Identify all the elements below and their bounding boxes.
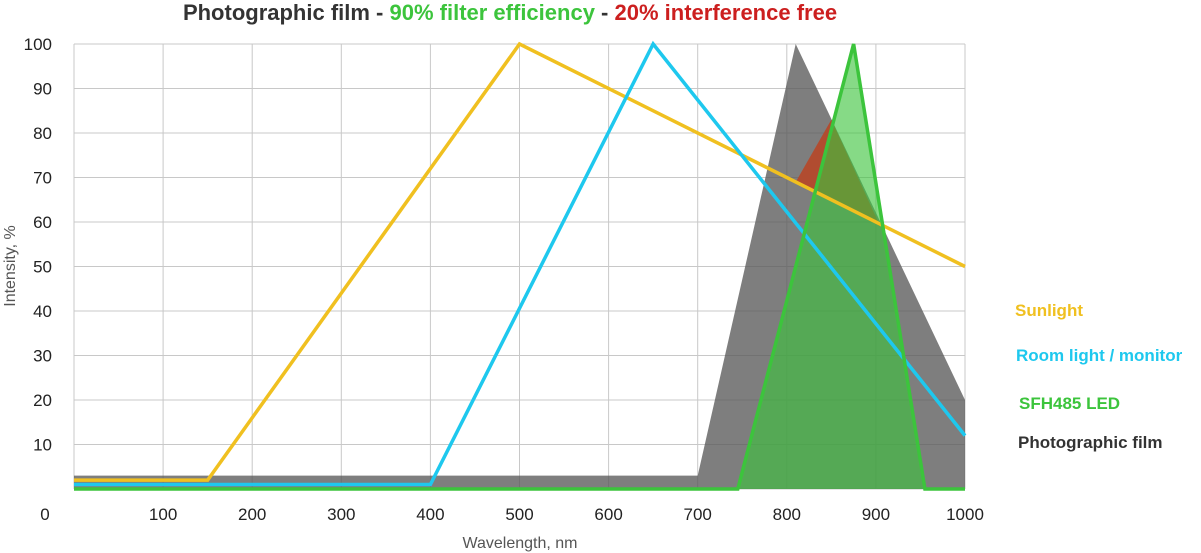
y-tick-label: 20	[33, 391, 52, 410]
x-tick-label: 0	[40, 505, 49, 524]
x-tick-label: 100	[149, 505, 177, 524]
legend-item-room-light: Room light / monitor	[1016, 346, 1183, 365]
x-tick-label: 1000	[946, 505, 984, 524]
title-part-filter-efficiency: 90% filter efficiency	[390, 0, 596, 25]
x-tick-label: 700	[684, 505, 712, 524]
y-tick-label: 70	[33, 169, 52, 188]
x-tick-label: 400	[416, 505, 444, 524]
x-tick-label: 500	[505, 505, 533, 524]
legend-item-sunlight: Sunlight	[1015, 301, 1083, 320]
series-line-led	[74, 43, 965, 491]
y-axis-ticks: 10 20 30 40 50 60 70 80 90 100	[24, 35, 52, 455]
y-tick-label: 50	[33, 258, 52, 277]
y-tick-label: 40	[33, 302, 52, 321]
y-tick-label: 10	[33, 436, 52, 455]
y-tick-label: 90	[33, 80, 52, 99]
title-part-interference-free: 20% interference free	[615, 0, 838, 25]
x-tick-label: 300	[327, 505, 355, 524]
y-tick-label: 80	[33, 124, 52, 143]
x-tick-label: 900	[862, 505, 890, 524]
x-tick-label: 200	[238, 505, 266, 524]
y-tick-label: 30	[33, 347, 52, 366]
y-tick-label: 100	[24, 35, 52, 54]
series-area-photographic-film	[74, 44, 965, 489]
x-tick-label: 600	[594, 505, 622, 524]
legend-item-led: SFH485 LED	[1019, 394, 1120, 413]
legend: Sunlight Room light / monitor SFH485 LED Ph…	[1015, 301, 1183, 452]
series-line-room-light	[74, 40, 967, 487]
x-axis-ticks: 0 100 200 300 400 500 600 700 800 900 1000	[40, 505, 984, 524]
legend-item-photographic-film: Photographic film	[1018, 433, 1163, 452]
y-axis-label: Intensity, %	[2, 225, 19, 307]
title-separator-1: -	[370, 0, 390, 25]
x-tick-label: 800	[773, 505, 801, 524]
plot-area	[74, 40, 967, 491]
chart-title: Photographic film - 90% filter efficienc…	[183, 0, 837, 25]
x-axis-label: Wavelength, nm	[462, 535, 577, 552]
y-tick-label: 60	[33, 213, 52, 232]
title-part-film: Photographic film	[183, 0, 370, 25]
title-separator-2: -	[595, 0, 615, 25]
